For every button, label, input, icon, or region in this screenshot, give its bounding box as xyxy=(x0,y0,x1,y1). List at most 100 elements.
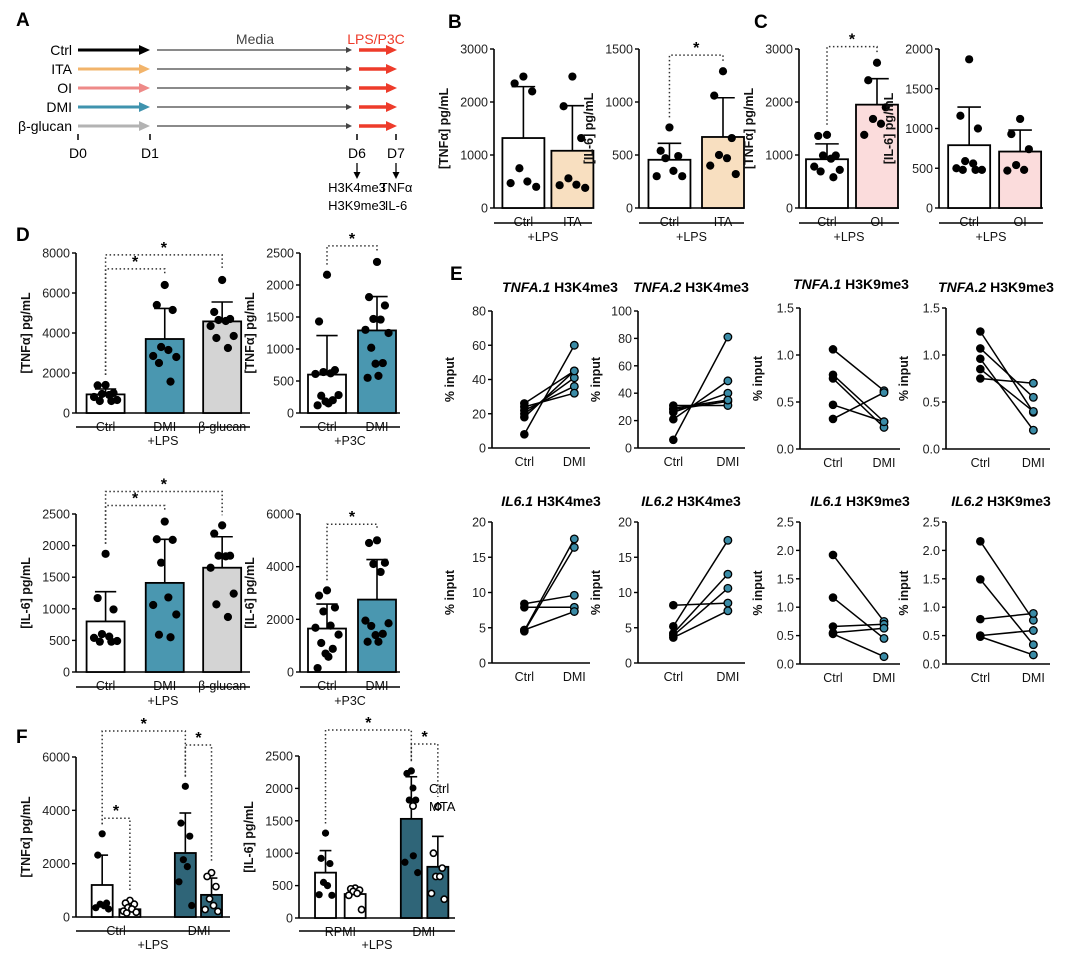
significance-star: * xyxy=(141,716,148,733)
data-point xyxy=(969,159,978,168)
significance-bracket-line xyxy=(104,504,166,544)
y-tick-label: 3000 xyxy=(765,43,793,57)
bar-group xyxy=(90,830,114,918)
data-point xyxy=(166,377,175,386)
data-point xyxy=(160,280,169,290)
treatment-arrowhead-icon xyxy=(139,102,150,112)
gene-name: TNFA.1 xyxy=(502,279,550,295)
gene-name: TNFA.2 xyxy=(633,279,681,295)
y-tick-label: 1000 xyxy=(42,602,70,616)
x-tick-label: Ctrl xyxy=(823,671,842,685)
paired-sample xyxy=(979,368,1034,412)
category-label: ITA xyxy=(714,215,733,229)
data-point xyxy=(665,123,674,132)
significance-bracket: * xyxy=(826,32,878,125)
readout-d6-2: H3K9me3 xyxy=(328,198,386,213)
y-tick-label: 0 xyxy=(786,202,793,216)
group-label: +P3C xyxy=(334,434,366,448)
data-point xyxy=(177,819,185,827)
category-label: DMI xyxy=(153,679,176,693)
y-axis-label: [IL-6] pg/mL xyxy=(582,92,596,164)
data-point xyxy=(93,381,102,390)
day-label: D0 xyxy=(69,145,87,161)
data-point xyxy=(528,87,537,96)
data-point-dmi xyxy=(569,607,579,616)
data-point xyxy=(367,343,376,352)
chart-c1: 0 1000 2000 3000 [TNFα] pg/mL Ctrl OI +LPS * xyxy=(742,32,899,244)
paired-sample xyxy=(672,380,729,420)
data-point xyxy=(107,396,116,406)
y-tick-label: 0 xyxy=(479,657,486,671)
data-point-dmi xyxy=(879,417,889,427)
y-tick-label: 1500 xyxy=(905,82,933,96)
data-point xyxy=(164,593,173,602)
bar xyxy=(550,149,595,209)
data-point xyxy=(353,889,362,898)
data-point xyxy=(311,623,320,632)
data-point xyxy=(380,301,390,310)
y-tick-label: 0 xyxy=(287,407,294,421)
pair-line xyxy=(832,633,885,658)
y-tick-label: 1000 xyxy=(460,149,488,163)
pair-line xyxy=(980,377,1034,384)
chart-title: IL6.1 H3K4me3 xyxy=(501,493,601,509)
significance-star: * xyxy=(161,476,168,493)
schematic-row-label: Ctrl xyxy=(50,42,72,58)
readout-arrowhead-icon xyxy=(353,172,361,179)
y-tick-label: 2000 xyxy=(42,367,70,381)
y-tick-label: 0 xyxy=(63,666,70,680)
y-tick-label: 1.0 xyxy=(923,349,940,363)
y-tick-label: 2.0 xyxy=(923,544,940,558)
group-label: +LPS xyxy=(834,230,865,244)
data-point xyxy=(372,536,382,545)
gene-name: TNFA.1 xyxy=(793,276,841,292)
data-point-ctrl xyxy=(976,374,985,383)
paired-sample xyxy=(832,596,885,640)
y-tick-label: 80 xyxy=(472,305,486,319)
y-tick-label: 0.0 xyxy=(923,443,940,457)
data-point-dmi xyxy=(1028,425,1038,435)
significance-star: * xyxy=(195,730,202,747)
data-point xyxy=(868,114,878,124)
pair-line xyxy=(672,539,729,627)
y-axis-label: % input xyxy=(443,569,457,615)
chart-e8: 0.0 0.5 1.0 1.5 2.0 2.5 % input Ctrl DMI IL6.2 H3… xyxy=(897,493,1051,685)
pair-line xyxy=(673,399,728,410)
media-label: Media xyxy=(236,31,274,47)
data-point xyxy=(577,133,586,143)
data-point-dmi xyxy=(569,366,579,376)
bar-group xyxy=(701,67,745,209)
data-point xyxy=(435,872,444,881)
data-point xyxy=(818,151,828,160)
significance-star: * xyxy=(421,729,428,746)
panel-letter-d: D xyxy=(16,225,30,246)
paired-sample xyxy=(672,610,729,639)
data-point xyxy=(101,380,110,390)
bar xyxy=(947,144,992,209)
legend-f: Ctrl MTA xyxy=(408,781,456,814)
x-tick-label: DMI xyxy=(873,671,896,685)
y-axis-label: [TNFα] pg/mL xyxy=(19,796,33,878)
y-tick-label: 1.5 xyxy=(777,302,794,316)
data-point xyxy=(965,55,974,64)
stimulation-arrowhead-icon xyxy=(386,102,397,112)
data-point xyxy=(363,373,372,382)
data-point xyxy=(380,558,390,567)
pair-line xyxy=(672,587,729,637)
pair-line xyxy=(832,377,885,428)
data-point xyxy=(154,358,164,368)
data-point-dmi xyxy=(569,340,579,350)
data-point xyxy=(314,317,324,326)
readout-d6-1: H3K4me3 xyxy=(328,180,386,195)
media-arrowhead-icon xyxy=(346,66,352,72)
data-point-ctrl xyxy=(669,403,678,413)
chart-e7: 0.0 0.5 1.0 1.5 2.0 2.5 % input Ctrl DMI IL6.1 H3… xyxy=(751,493,910,685)
data-point-ctrl xyxy=(976,327,985,336)
significance-bracket-line xyxy=(104,490,223,544)
y-tick-label: 40 xyxy=(618,387,632,401)
data-point xyxy=(203,872,212,881)
data-point xyxy=(652,172,661,181)
y-tick-label: 1.0 xyxy=(777,349,794,363)
paired-sample xyxy=(832,391,885,420)
